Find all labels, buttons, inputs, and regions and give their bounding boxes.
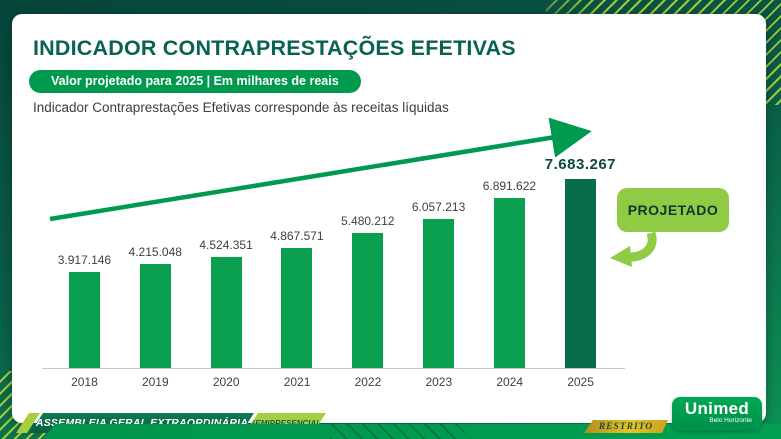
bar-year-label: 2024	[496, 375, 524, 389]
bar	[281, 248, 313, 368]
subtitle-badge: Valor projetado para 2025 | Em milhares …	[29, 70, 361, 93]
bar-value-label: 7.683.267	[544, 156, 617, 173]
footer-mode-label: SEMIPRESENCIAL	[249, 418, 322, 428]
bar	[352, 233, 384, 368]
bar-column: 6.891.622	[474, 179, 545, 368]
bar-value-label: 5.480.212	[341, 214, 395, 228]
bar-value-label: 4.215.048	[128, 245, 182, 259]
restrito-badge: RESTRITO	[584, 420, 668, 433]
bar-column: 6.057.213	[403, 200, 474, 368]
bar-year-label: 2022	[354, 375, 382, 389]
curved-arrow-icon	[610, 231, 657, 267]
bar	[423, 219, 455, 368]
bar-column: 5.480.212	[332, 214, 403, 368]
bar	[139, 264, 171, 368]
years-row: 2018 2019 2020 2021 2022 2023 2024 2025	[49, 375, 616, 389]
hatch-pattern-decoration	[330, 424, 465, 439]
bar	[68, 272, 100, 368]
bar-chart: 3.917.146 4.215.048 4.524.351 4.867.571 5.48…	[42, 148, 625, 389]
subtitle-text: Indicador Contraprestações Efetivas corr…	[33, 100, 449, 115]
bar-value-label: 4.524.351	[199, 238, 253, 252]
bar-column: 4.867.571	[261, 229, 332, 368]
bar	[210, 257, 242, 368]
restrito-label: RESTRITO	[598, 421, 654, 432]
bar-year-label: 2023	[425, 375, 453, 389]
bars-row: 3.917.146 4.215.048 4.524.351 4.867.571 5.48…	[49, 148, 616, 368]
bar-column: 7.683.267	[545, 156, 616, 368]
bar-column: 4.215.048	[120, 245, 191, 368]
bar	[493, 198, 525, 368]
bar-value-label: 6.057.213	[411, 200, 466, 214]
unimed-region: Belo Horizonte	[709, 417, 752, 424]
unimed-logo: Unimed Belo Horizonte	[672, 397, 762, 431]
bar-column: 3.917.146	[49, 253, 120, 368]
bar-year-label: 2025	[567, 375, 594, 389]
bar-year-label: 2020	[212, 375, 240, 389]
bar	[564, 179, 596, 368]
bar-year-label: 2021	[283, 375, 311, 389]
x-axis-line	[42, 368, 625, 369]
bar-year-label: 2019	[141, 375, 169, 389]
bar-value-label: 3.917.146	[57, 253, 112, 267]
bar-value-label: 4.867.571	[270, 229, 324, 243]
unimed-brand: Unimed	[684, 399, 750, 418]
bar-year-label: 2018	[71, 375, 98, 389]
page-title: INDICADOR CONTRAPRESTAÇÕES EFETIVAS	[33, 36, 516, 60]
bar-value-label: 6.891.622	[482, 179, 537, 193]
projetado-badge: PROJETADO	[617, 188, 729, 232]
bar-column: 4.524.351	[191, 238, 262, 368]
